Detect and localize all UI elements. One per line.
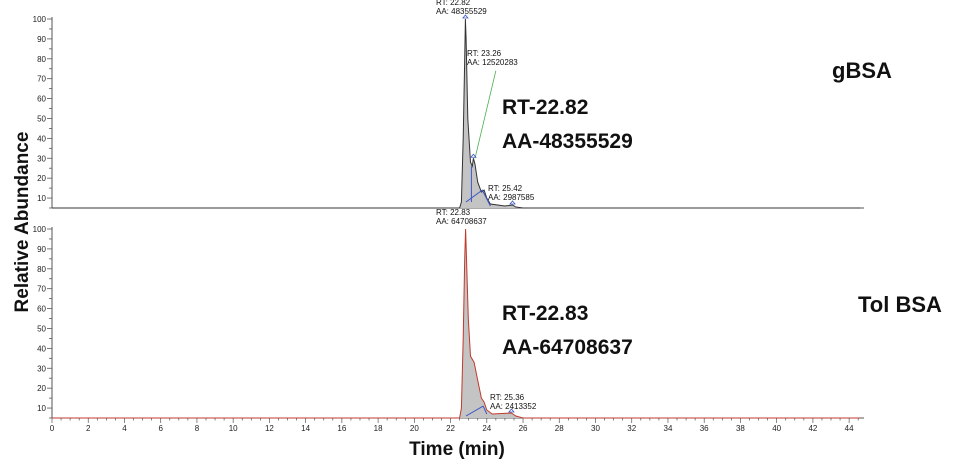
peak-marker [470,153,477,158]
y-tick-label: 20 [37,384,46,393]
y-tick-label: 30 [37,364,46,373]
y-tick-label: 20 [37,174,46,183]
y-tick-label: 50 [37,114,46,123]
peak-marker [462,14,469,19]
x-tick-label: 44 [845,424,854,433]
x-tick-label: 40 [772,424,781,433]
annotation-leader [474,70,497,159]
peak-rt-label: RT: 22.83 [436,208,471,217]
x-tick-label: 42 [808,424,817,433]
y-tick-label: 100 [33,225,47,234]
x-tick-label: 16 [337,424,346,433]
x-tick-label: 10 [229,424,238,433]
y-tick-label: 60 [37,305,46,314]
peak-marker [509,200,516,205]
peak-aa-label: AA: 48355529 [436,7,487,16]
sample-label: Tol BSA [858,292,942,317]
x-tick-label: 2 [86,424,91,433]
x-tick-label: 14 [301,424,310,433]
big-rt-annotation: RT-22.83 [502,302,588,325]
peak-fill-area [52,19,860,208]
y-tick-label: 10 [37,194,46,203]
x-tick-label: 6 [158,424,163,433]
x-axis: 0 2 4 6 8 10 12 14 16 18 20 22 24 26 28 30 32 34 36 38 40 42 4… [50,418,859,433]
y-tick-label: 60 [37,95,46,104]
big-aa-annotation: AA-48355529 [502,130,633,153]
peak-rt-label: RT: 25.42 [488,184,523,193]
x-tick-label: 36 [700,424,709,433]
y-tick-label: 80 [37,55,46,64]
integration-line [465,405,484,417]
sample-label: gBSA [832,58,892,83]
x-tick-label: 28 [555,424,564,433]
x-tick-label: 0 [50,424,55,433]
peak-rt-label: RT: 23.26 [467,49,502,58]
y-tick-label: 70 [37,285,46,294]
peak-aa-label: AA: 2987585 [488,193,535,202]
series-trace [52,228,860,419]
peak-aa-label: AA: 12520283 [467,58,518,67]
x-tick-label: 20 [410,424,419,433]
peak-marker [508,408,515,413]
y-tick-label: 50 [37,324,46,333]
y-tick-label: 100 [33,15,47,24]
y-tick-label: 10 [37,404,46,413]
y-tick-label: 90 [37,245,46,254]
x-tick-label: 34 [664,424,673,433]
x-tick-label: 4 [122,424,127,433]
y-tick-label: 40 [37,344,46,353]
y-tick-label: 80 [37,265,46,274]
y-tick-label: 90 [37,35,46,44]
x-tick-label: 18 [374,424,383,433]
x-tick-label: 22 [446,424,455,433]
integration-line [465,189,491,207]
series-trace [52,18,860,209]
y-tick-label: 40 [37,134,46,143]
big-rt-annotation: RT-22.82 [502,96,588,119]
peak-aa-label: AA: 2413352 [490,402,537,411]
x-tick-label: 12 [265,424,274,433]
y-axis-title: Relative Abundance [12,132,33,313]
x-tick-label: 8 [195,424,200,433]
x-tick-label: 24 [482,424,491,433]
big-aa-annotation: AA-64708637 [502,336,633,359]
x-tick-label: 26 [519,424,528,433]
x-axis-title: Time (min) [409,439,505,460]
x-tick-label: 38 [736,424,745,433]
peak-rt-label: RT: 25.36 [490,393,525,402]
y-tick-label: 30 [37,154,46,163]
x-tick-label: 32 [627,424,636,433]
peak-aa-label: AA: 64708637 [436,217,487,226]
x-tick-label: 30 [591,424,600,433]
peak-fill-area [52,229,860,418]
integration-line [482,405,488,415]
y-tick-label: 70 [37,75,46,84]
peak-rt-label: RT: 22.82 [436,0,471,7]
